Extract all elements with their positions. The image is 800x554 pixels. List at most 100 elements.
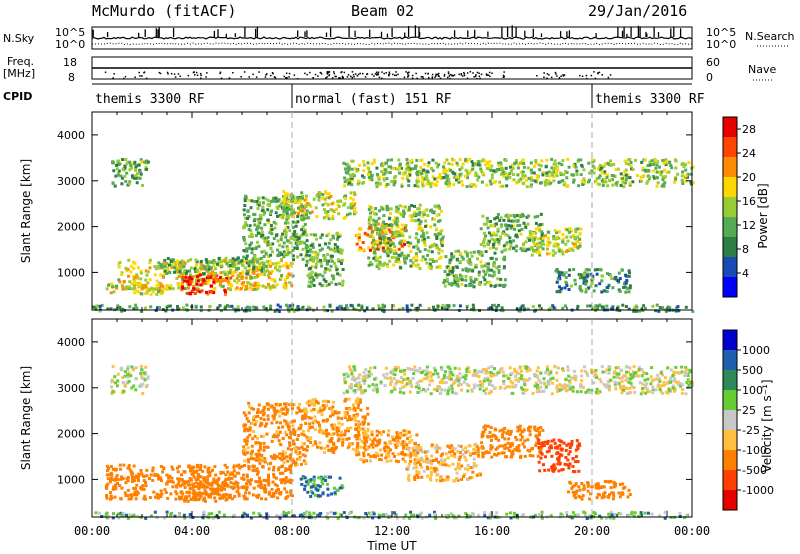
power-cell [330,281,333,285]
power-cell [287,251,291,255]
velocity-cell [262,411,266,415]
velocity-cell [195,492,199,496]
power-cell [310,282,314,286]
power-cell [345,213,349,217]
velocity-cell [357,451,361,454]
velocity-cell [312,475,316,479]
velocity-cell [331,405,335,409]
power-cell [434,161,438,165]
power-cell [390,256,394,259]
velocity-cell [109,464,113,468]
power-cell [196,268,200,272]
power-cell [497,242,501,246]
velocity-cell [336,488,340,492]
velocity-cell [270,439,274,443]
power-colorbar-tick-label: 8 [742,243,749,256]
velocity-cell [348,407,352,411]
power-cell [404,224,408,227]
power-cell [522,242,526,246]
power-cell [253,282,257,286]
power-cell [246,217,249,220]
power-cell [231,257,235,261]
power-cell [416,177,420,181]
power-cell [515,181,519,185]
velocity-cell [317,476,321,480]
power-cell [255,200,259,203]
velocity-cell [347,397,351,401]
power-cell [159,292,163,296]
velocity-cell [343,414,347,418]
power-cell [504,176,508,180]
nave-dot [200,77,202,79]
power-cell [504,224,508,228]
power-cell [330,248,334,252]
power-cell [177,267,181,271]
velocity-cell [243,459,247,463]
power-cell [475,173,479,177]
power-cell [270,269,274,273]
power-cell [371,229,375,233]
velocity-cell [257,403,261,407]
velocity-cell [250,444,254,448]
power-cell [622,174,626,178]
power-cell [450,252,454,256]
nave-dot [452,75,454,77]
nave-dot [195,71,198,74]
power-cell [557,289,561,293]
power-cell [498,180,502,184]
power-cell [284,232,288,236]
velocity-cell [356,399,360,403]
power-cell [227,278,231,282]
power-cell [255,287,259,291]
power-cell [180,281,184,285]
velocity-cell [337,426,341,430]
power-cell [519,161,522,165]
nave-dot [407,72,409,75]
power-cell [246,209,250,213]
velocity-cell [324,479,328,482]
velocity-cell [197,473,201,477]
power-cell [311,255,315,259]
power-cell [400,234,404,238]
velocity-cell [170,476,174,480]
power-cell [372,160,376,164]
power-cell [545,171,549,175]
velocity-cell [267,490,271,494]
power-cell [587,161,591,165]
power-cell [474,171,478,175]
power-cell [235,286,239,290]
power-cell [554,237,558,241]
velocity-cell [230,497,234,501]
power-colorbar-tick-label: 16 [742,195,756,208]
power-cell [552,306,556,310]
power-cell [598,282,602,286]
power-cell [648,163,652,167]
power-cell [438,257,442,260]
power-cell [433,223,437,227]
power-cell [284,221,287,225]
power-cell [376,232,380,236]
power-cell [550,157,554,161]
power-cell [169,284,173,288]
power-cell [273,226,277,230]
velocity-cell [254,458,258,462]
velocity-cell [109,491,112,495]
power-cell [362,248,366,252]
velocity-cell [255,452,259,456]
velocity-cell [356,441,360,445]
velocity-cell [185,490,189,494]
power-cell [291,194,295,198]
power-cell [413,204,416,208]
power-cell [555,290,559,294]
velocity-cell [212,477,216,481]
power-cell [445,158,449,162]
velocity-cell [345,437,349,441]
power-cell [281,216,285,220]
velocity-cell [403,452,407,456]
velocity-cell [205,485,209,489]
power-cell [654,309,658,313]
nave-dot [586,77,588,80]
power-cell [630,167,633,171]
power-cell [596,268,600,272]
velocity-cell [170,465,174,469]
